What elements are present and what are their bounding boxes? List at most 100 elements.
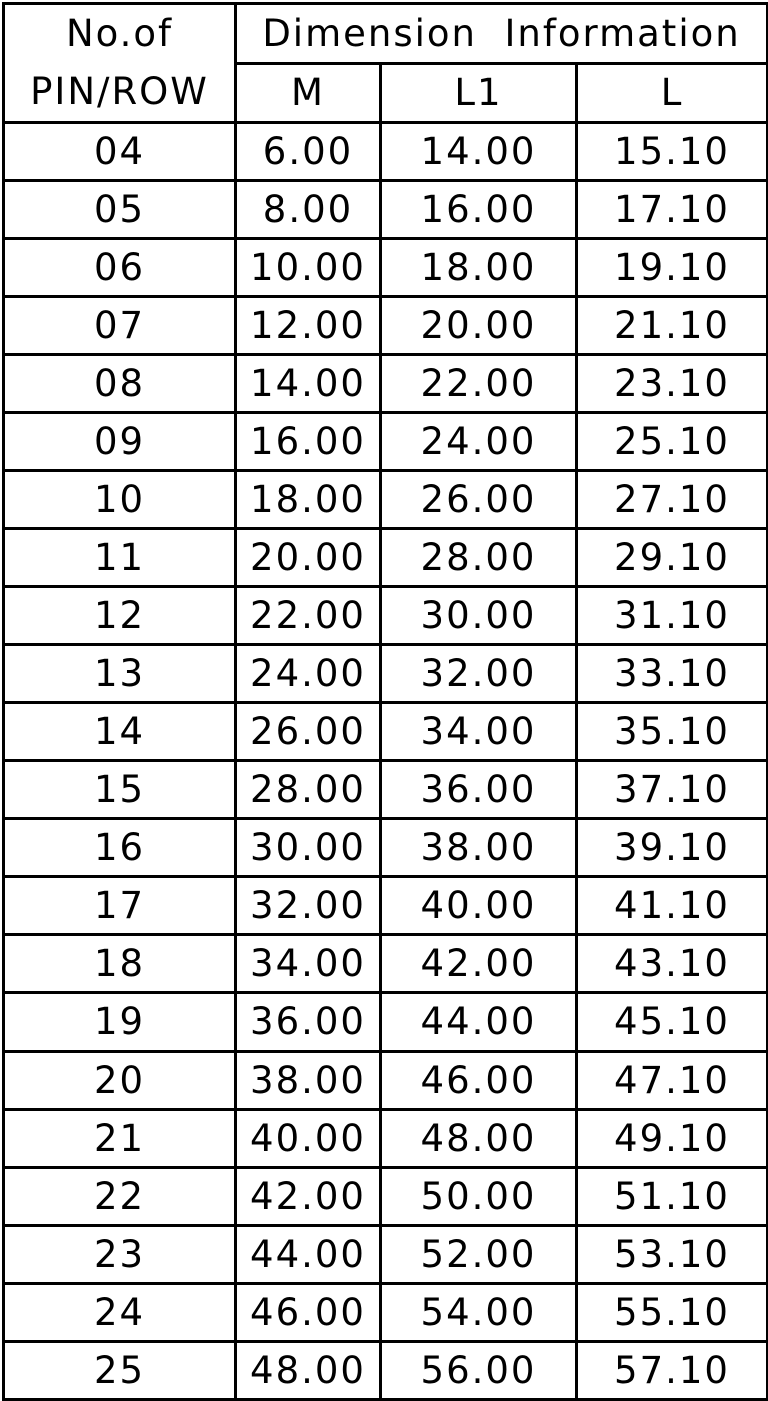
pin-count-cell: 10: [2, 469, 237, 531]
l1-cell: 52.00: [379, 1223, 578, 1285]
l1-cell: 24.00: [379, 411, 578, 473]
table-row: 24 46.00 54.00 55.10: [2, 1281, 768, 1343]
m-cell: 28.00: [234, 759, 382, 821]
column-header-l: L: [574, 61, 768, 124]
pin-count-cell: 19: [2, 991, 237, 1053]
table-row: 06 10.00 18.00 19.10: [2, 237, 768, 299]
l1-cell: 16.00: [379, 179, 578, 241]
pin-count-cell: 15: [2, 759, 237, 821]
l-cell: 23.10: [574, 353, 768, 415]
table-row: 18 34.00 42.00 43.10: [2, 933, 768, 995]
dimension-group-header: Dimension Information: [233, 2, 768, 65]
l-cell: 19.10: [574, 237, 768, 299]
m-cell: 44.00: [234, 1223, 382, 1285]
m-cell: 24.00: [234, 643, 382, 705]
m-cell: 30.00: [234, 817, 382, 879]
pin-count-cell: 06: [2, 237, 237, 299]
table-row: 23 44.00 52.00 53.10: [2, 1223, 768, 1285]
l-cell: 27.10: [574, 469, 768, 531]
l-cell: 51.10: [574, 1165, 768, 1227]
l1-cell: 22.00: [379, 353, 578, 415]
table-row: 19 36.00 44.00 45.10: [2, 991, 768, 1053]
l-cell: 55.10: [574, 1281, 768, 1343]
pin-count-cell: 25: [2, 1339, 237, 1401]
l-cell: 45.10: [574, 991, 768, 1053]
l-cell: 57.10: [574, 1339, 768, 1401]
l-cell: 41.10: [574, 875, 768, 937]
l-cell: 15.10: [574, 120, 768, 183]
m-cell: 14.00: [234, 353, 382, 415]
pin-count-cell: 17: [2, 875, 237, 937]
pin-count-cell: 13: [2, 643, 237, 705]
l1-cell: 54.00: [379, 1281, 578, 1343]
l1-cell: 30.00: [379, 585, 578, 647]
l1-cell: 56.00: [379, 1339, 578, 1401]
l1-cell: 40.00: [379, 875, 578, 937]
pin-count-cell: 09: [2, 411, 237, 473]
pin-count-cell: 22: [2, 1165, 237, 1227]
table-row: 12 22.00 30.00 31.10: [2, 585, 768, 647]
table-row: 05 8.00 16.00 17.10: [2, 179, 768, 241]
pin-count-cell: 14: [2, 701, 237, 763]
l-cell: 53.10: [574, 1223, 768, 1285]
m-cell: 16.00: [234, 411, 382, 473]
m-cell: 40.00: [234, 1107, 382, 1169]
l-cell: 21.10: [574, 295, 768, 357]
pin-header-line2: PIN/ROW: [30, 70, 209, 113]
m-cell: 42.00: [234, 1165, 382, 1227]
table-row: 13 24.00 32.00 33.10: [2, 643, 768, 705]
table-row: 10 18.00 26.00 27.10: [2, 469, 768, 531]
l-cell: 31.10: [574, 585, 768, 647]
pin-count-cell: 11: [2, 527, 237, 589]
l-cell: 25.10: [574, 411, 768, 473]
l1-cell: 20.00: [379, 295, 578, 357]
m-cell: 32.00: [234, 875, 382, 937]
table-row: 17 32.00 40.00 41.10: [2, 875, 768, 937]
m-cell: 20.00: [234, 527, 382, 589]
m-cell: 22.00: [234, 585, 382, 647]
table-row: 21 40.00 48.00 49.10: [2, 1107, 768, 1169]
table-row: 16 30.00 38.00 39.10: [2, 817, 768, 879]
pin-count-cell: 21: [2, 1107, 237, 1169]
l1-cell: 28.00: [379, 527, 578, 589]
l1-cell: 44.00: [379, 991, 578, 1053]
table-row: 04 6.00 14.00 15.10: [2, 120, 768, 183]
l-cell: 29.10: [574, 527, 768, 589]
pin-count-cell: 07: [2, 295, 237, 357]
pin-count-cell: 18: [2, 933, 237, 995]
table-row: 14 26.00 34.00 35.10: [2, 701, 768, 763]
l1-cell: 18.00: [379, 237, 578, 299]
l1-cell: 50.00: [379, 1165, 578, 1227]
m-cell: 10.00: [234, 237, 382, 299]
column-header-m: M: [234, 61, 382, 124]
table-row: 15 28.00 36.00 37.10: [2, 759, 768, 821]
l-cell: 47.10: [574, 1049, 768, 1111]
table-row: 07 12.00 20.00 21.10: [2, 295, 768, 357]
l1-cell: 14.00: [379, 120, 578, 183]
pin-count-cell: 04: [2, 120, 237, 183]
l-cell: 49.10: [574, 1107, 768, 1169]
l1-cell: 46.00: [379, 1049, 578, 1111]
m-cell: 36.00: [234, 991, 382, 1053]
l1-cell: 34.00: [379, 701, 578, 763]
table-row: 25 48.00 56.00 57.10: [2, 1339, 768, 1401]
pin-count-header: No.of PIN/ROW: [2, 2, 237, 124]
table-row: 11 20.00 28.00 29.10: [2, 527, 768, 589]
l-cell: 35.10: [574, 701, 768, 763]
m-cell: 46.00: [234, 1281, 382, 1343]
m-cell: 6.00: [234, 120, 382, 183]
m-cell: 34.00: [234, 933, 382, 995]
l1-cell: 36.00: [379, 759, 578, 821]
m-cell: 8.00: [234, 179, 382, 241]
l1-cell: 32.00: [379, 643, 578, 705]
pin-header-line1: No.of: [65, 12, 174, 55]
pin-count-cell: 12: [2, 585, 237, 647]
pin-count-cell: 24: [2, 1281, 237, 1343]
table-row: 08 14.00 22.00 23.10: [2, 353, 768, 415]
table-row: 09 16.00 24.00 25.10: [2, 411, 768, 473]
l-cell: 17.10: [574, 179, 768, 241]
table-row: 22 42.00 50.00 51.10: [2, 1165, 768, 1227]
table-row: 20 38.00 46.00 47.10: [2, 1049, 768, 1111]
m-cell: 38.00: [234, 1049, 382, 1111]
